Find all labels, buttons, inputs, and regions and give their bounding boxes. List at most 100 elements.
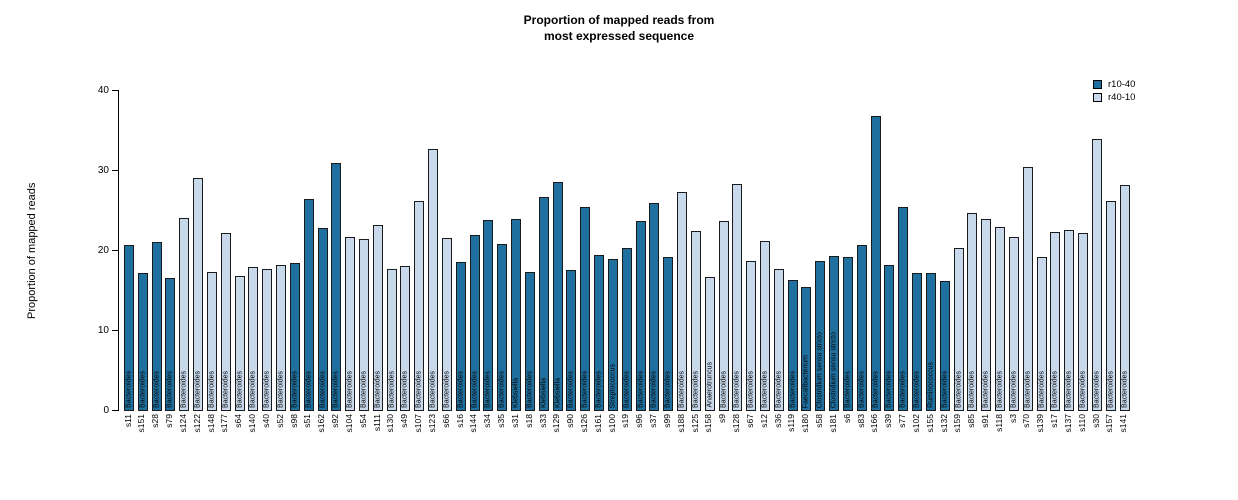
- x-axis-label: s31: [509, 414, 520, 428]
- x-axis-label: s67: [744, 414, 755, 428]
- bar: Bacteroides: [262, 269, 273, 411]
- bar: Bacteroides: [137, 273, 148, 411]
- bar: Bacteroides: [787, 279, 798, 411]
- legend-item-r40-10: r40-10: [1093, 92, 1135, 103]
- x-label-slot: s52: [273, 414, 287, 428]
- x-axis-label: s54: [357, 414, 368, 428]
- bar: Bacteroides: [870, 115, 881, 411]
- bar-slot: Bacteroides: [440, 91, 454, 411]
- bar: Bacteroides: [469, 235, 480, 411]
- bar-slot: Streptococcus: [606, 91, 620, 411]
- x-label-slot: s123: [425, 414, 439, 432]
- y-tick-label: 10: [97, 325, 109, 336]
- x-axis-label: s98: [288, 414, 299, 428]
- bar-genus-label: Bacteroides: [1024, 371, 1032, 408]
- x-axis-label: s40: [260, 414, 271, 428]
- bar-slot: Bacteroides: [482, 91, 496, 411]
- bar: Clostridium sensu stricto: [829, 255, 840, 411]
- bar-slot: Bacteroides: [634, 91, 648, 411]
- x-axis-label: s126: [578, 414, 589, 433]
- bar: Bacteroides: [1105, 200, 1116, 411]
- bar-genus-label: Bacteroides: [346, 371, 354, 408]
- bar: Bacteroides: [663, 256, 674, 411]
- x-label-slot: s125: [688, 414, 702, 432]
- bar-slot: Bacteroides: [966, 91, 980, 411]
- bar-genus-label: Bacteroides: [761, 371, 769, 408]
- bar-slot: Bacteroides: [329, 91, 343, 411]
- bar: Bacteroides: [898, 207, 909, 411]
- bar-genus-label: Bacteroides: [319, 371, 326, 408]
- bar-slot: Bacteroides: [620, 91, 634, 411]
- x-label-slot: s91: [978, 414, 992, 428]
- bar: Bacteroides: [400, 266, 411, 411]
- chart-title-line1: Proportion of mapped reads from: [523, 13, 715, 27]
- bar-slot: Bacteroides: [661, 91, 675, 411]
- x-axis-label: s9: [717, 414, 728, 423]
- x-label-slot: s107: [411, 414, 425, 432]
- x-axis-label: s122: [191, 414, 202, 433]
- y-tick: [112, 330, 119, 331]
- bar-genus-label: Bacteroides: [664, 371, 672, 408]
- bar-slot: Bacteroides: [150, 91, 164, 411]
- bar-genus-label: Bacteroides: [222, 371, 230, 408]
- x-label-slot: s151: [135, 414, 149, 432]
- bar-slot: Bacteroides: [730, 91, 744, 411]
- bar: Bacteroides: [220, 233, 231, 411]
- x-axis-label: s137: [1062, 414, 1073, 433]
- bar: Bacteroides: [234, 275, 245, 411]
- x-label-slot: s36: [771, 414, 785, 428]
- x-axis-labels: s11 s151 s28 s79 s124 s122 s148 s177 s64 s140 s40 s…: [118, 414, 1134, 432]
- x-label-slot: s155: [923, 414, 937, 432]
- x-axis-label: s17: [1049, 414, 1060, 428]
- legend: r10-40 r40-10: [1093, 79, 1135, 105]
- x-axis-label: s100: [606, 414, 617, 433]
- x-axis-label: s16: [454, 414, 465, 428]
- x-label-slot: s66: [439, 414, 453, 428]
- bar: Bacteroides: [953, 247, 964, 411]
- bar-slot: Bacteroides: [468, 91, 482, 411]
- bar-genus-label: Bacteroides: [1051, 371, 1059, 408]
- bar-slot: Bacteroides: [869, 91, 883, 411]
- bar-genus-label: Ruminococcus: [927, 362, 935, 408]
- bar: Bacteroides: [193, 178, 204, 411]
- legend-label-r10-40: r10-40: [1108, 79, 1136, 90]
- bar-slot: Bacteroides: [647, 91, 661, 411]
- bar-slot: Bacteroides: [717, 91, 731, 411]
- bar-slot: Bacteroides: [979, 91, 993, 411]
- x-label-slot: s132: [937, 414, 951, 432]
- bar: Bacteroides: [635, 220, 646, 411]
- x-label-slot: s67: [743, 414, 757, 428]
- x-label-slot: s122: [190, 414, 204, 432]
- x-axis-label: s85: [966, 414, 977, 428]
- x-axis-label: s37: [648, 414, 659, 428]
- bar: Bacteroides: [773, 268, 784, 411]
- x-label-slot: s166: [868, 414, 882, 432]
- x-label-slot: s35: [494, 414, 508, 428]
- bar-genus-label: Bacteroides: [443, 371, 451, 408]
- bar-slot: Bacteroides: [565, 91, 579, 411]
- bar-genus-label: Bacteroides: [153, 371, 161, 408]
- bar-slot: Bacteroides: [426, 91, 440, 411]
- x-axis-label: s158: [703, 414, 714, 433]
- x-label-slot: s126: [577, 414, 591, 432]
- bar: Streptococcus: [607, 259, 618, 411]
- bars-row: Bacteroides Bacteroides Bacteroides Bactero…: [119, 91, 1134, 411]
- x-label-slot: s100: [605, 414, 619, 432]
- bar-slot: Bacteroides: [689, 91, 703, 411]
- bar-genus-label: Bacteroides: [208, 371, 216, 408]
- bar-genus-label: Bacteroides: [1065, 371, 1073, 408]
- bar: Bacteroides: [1050, 231, 1061, 411]
- bar-genus-label: Anaerotruncus: [706, 362, 714, 408]
- x-axis-label: s11: [122, 414, 133, 428]
- y-tick-label: 0: [103, 405, 109, 416]
- x-axis-label: s90: [565, 414, 576, 428]
- x-label-slot: s11: [121, 414, 135, 427]
- x-axis-label: s124: [177, 414, 188, 433]
- bar-genus-label: Bacteroides: [581, 371, 589, 408]
- bar-genus-label: Bacteroides: [1079, 371, 1087, 408]
- x-label-slot: s9: [716, 414, 730, 423]
- x-label-slot: s148: [204, 414, 218, 432]
- bar: Bacteroides: [331, 163, 342, 411]
- x-axis-label: s181: [827, 414, 838, 433]
- bar-genus-label: Bacteroides: [595, 371, 603, 408]
